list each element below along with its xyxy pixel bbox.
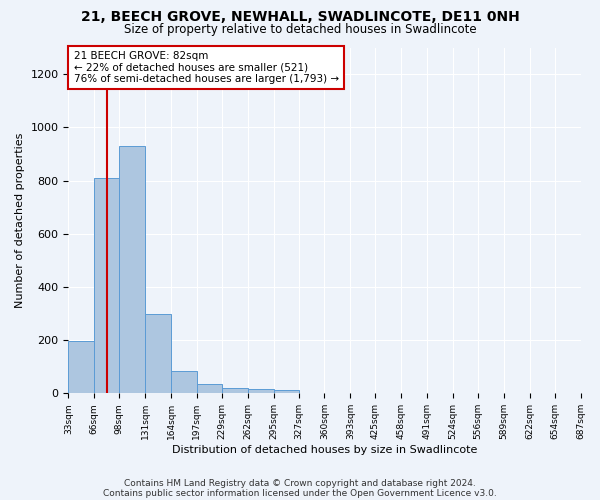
Bar xyxy=(68,340,94,394)
Bar xyxy=(94,178,119,394)
X-axis label: Distribution of detached houses by size in Swadlincote: Distribution of detached houses by size … xyxy=(172,445,477,455)
Bar xyxy=(171,372,197,394)
Text: Contains HM Land Registry data © Crown copyright and database right 2024.: Contains HM Land Registry data © Crown c… xyxy=(124,478,476,488)
Bar xyxy=(145,314,171,394)
Bar xyxy=(274,390,299,394)
Text: 21, BEECH GROVE, NEWHALL, SWADLINCOTE, DE11 0NH: 21, BEECH GROVE, NEWHALL, SWADLINCOTE, D… xyxy=(80,10,520,24)
Text: 21 BEECH GROVE: 82sqm
← 22% of detached houses are smaller (521)
76% of semi-det: 21 BEECH GROVE: 82sqm ← 22% of detached … xyxy=(74,51,338,84)
Bar xyxy=(248,389,274,394)
Bar xyxy=(197,384,222,394)
Bar xyxy=(222,388,248,394)
Text: Size of property relative to detached houses in Swadlincote: Size of property relative to detached ho… xyxy=(124,22,476,36)
Bar xyxy=(119,146,145,394)
Text: Contains public sector information licensed under the Open Government Licence v3: Contains public sector information licen… xyxy=(103,488,497,498)
Y-axis label: Number of detached properties: Number of detached properties xyxy=(15,132,25,308)
